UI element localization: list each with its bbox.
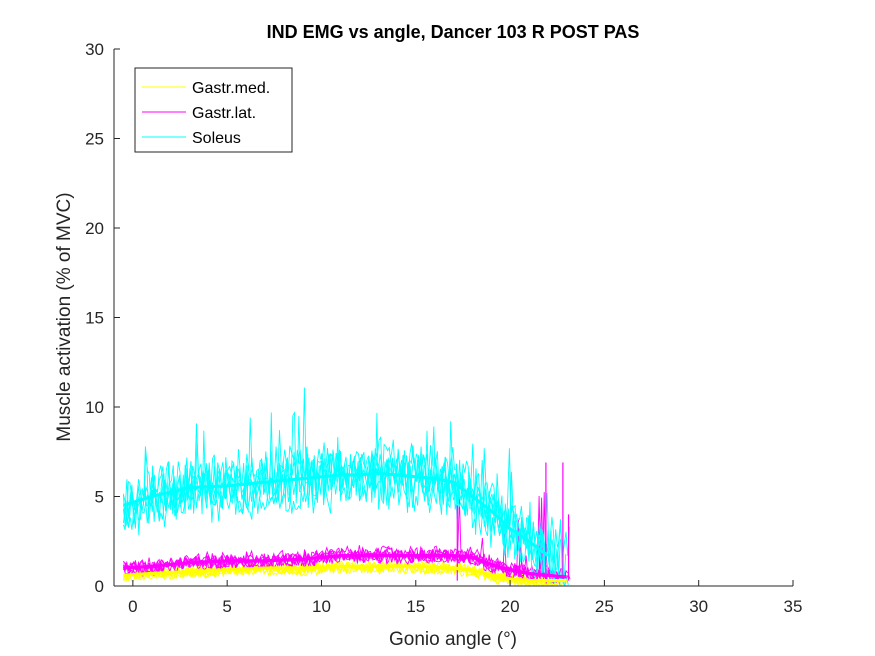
x-tick-label: 30: [689, 597, 708, 616]
chart-title: IND EMG vs angle, Dancer 103 R POST PAS: [267, 22, 640, 42]
legend: Gastr.med. Gastr.lat. Soleus: [134, 67, 293, 153]
mean-traces: [122, 471, 567, 583]
y-axis-label: Muscle activation (% of MVC): [54, 192, 75, 441]
legend-label-gastr-lat: Gastr.lat.: [192, 105, 256, 122]
x-ticks: 0 5 10 15 20 25 30 35: [128, 580, 802, 616]
x-tick-label: 15: [406, 597, 425, 616]
y-ticks: 0 5 10 15 20 25 30: [85, 40, 120, 596]
mean-line-gastr-med-: [123, 564, 567, 583]
x-tick-label: 5: [222, 597, 231, 616]
trial-trace-soleus: [122, 430, 570, 564]
y-tick-label: 15: [85, 309, 104, 328]
mean-line-soleus: [122, 471, 549, 557]
y-tick-label: 10: [85, 398, 104, 417]
x-tick-label: 35: [784, 597, 803, 616]
legend-label-gastr-med: Gastr.med.: [192, 80, 270, 97]
x-tick-label: 10: [312, 597, 331, 616]
x-axis-label: Gonio angle (°): [389, 629, 517, 650]
x-tick-label: 20: [501, 597, 520, 616]
legend-label-soleus: Soleus: [192, 130, 241, 147]
y-tick-label: 0: [95, 577, 104, 596]
y-tick-label: 25: [85, 130, 104, 149]
trial-trace-gastr-lat-: [123, 492, 565, 584]
y-tick-label: 20: [85, 219, 104, 238]
y-tick-label: 5: [95, 488, 104, 507]
mean-line-gastr-lat-: [123, 554, 567, 579]
legend-box: [134, 67, 293, 153]
x-tick-label: 0: [128, 597, 137, 616]
x-tick-label: 25: [595, 597, 614, 616]
trial-trace-soleus: [122, 412, 547, 568]
y-tick-label: 30: [85, 40, 104, 59]
